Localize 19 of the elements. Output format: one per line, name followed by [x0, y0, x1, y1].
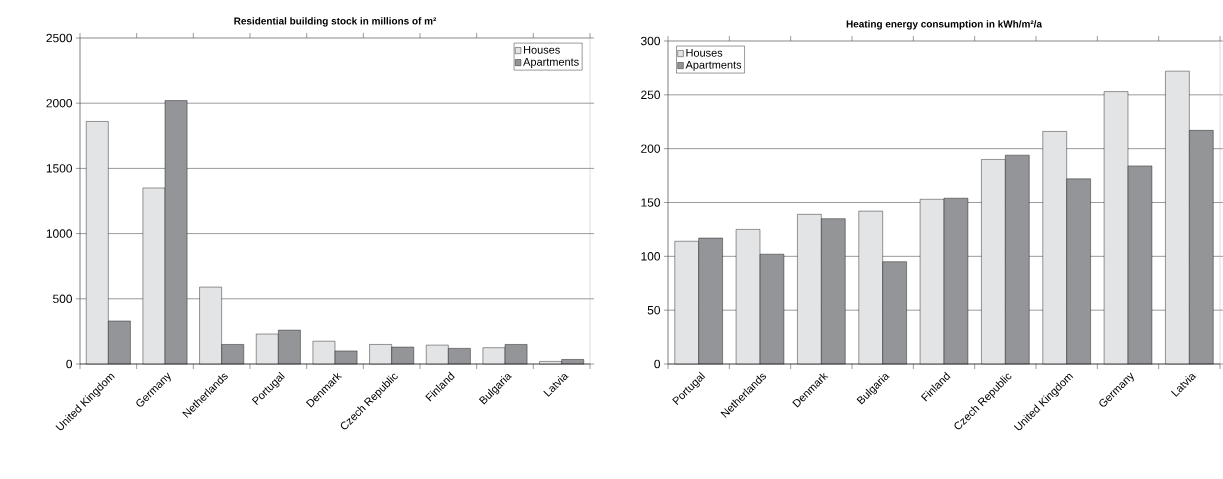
y-tick-label: 500 — [53, 294, 73, 304]
y-tick-label: 100 — [641, 252, 661, 261]
y-tick-label: 150 — [641, 198, 661, 207]
y-tick-label: 200 — [641, 144, 661, 153]
legend-label: Apartments — [523, 58, 579, 68]
legend-label: Houses — [686, 49, 723, 57]
legend-label: Apartments — [685, 61, 742, 71]
y-tick-label: 250 — [641, 90, 661, 100]
y-tick-label: 0 — [66, 359, 73, 369]
y-tick-label: 2500 — [46, 33, 73, 43]
chart-title: Residential building stock in millions of m² — [234, 17, 437, 27]
y-tick-label: 300 — [640, 36, 661, 46]
y-tick-label: 1000 — [46, 229, 73, 238]
y-tick-label: 50 — [647, 305, 661, 315]
y-tick-label: 2000 — [46, 98, 73, 108]
y-tick-label: 0 — [654, 359, 661, 369]
legend-label: Houses — [524, 46, 560, 54]
chart-title: Heating energy consumption in kWh/m²/a — [846, 20, 1043, 30]
y-tick-label: 1500 — [46, 164, 73, 173]
